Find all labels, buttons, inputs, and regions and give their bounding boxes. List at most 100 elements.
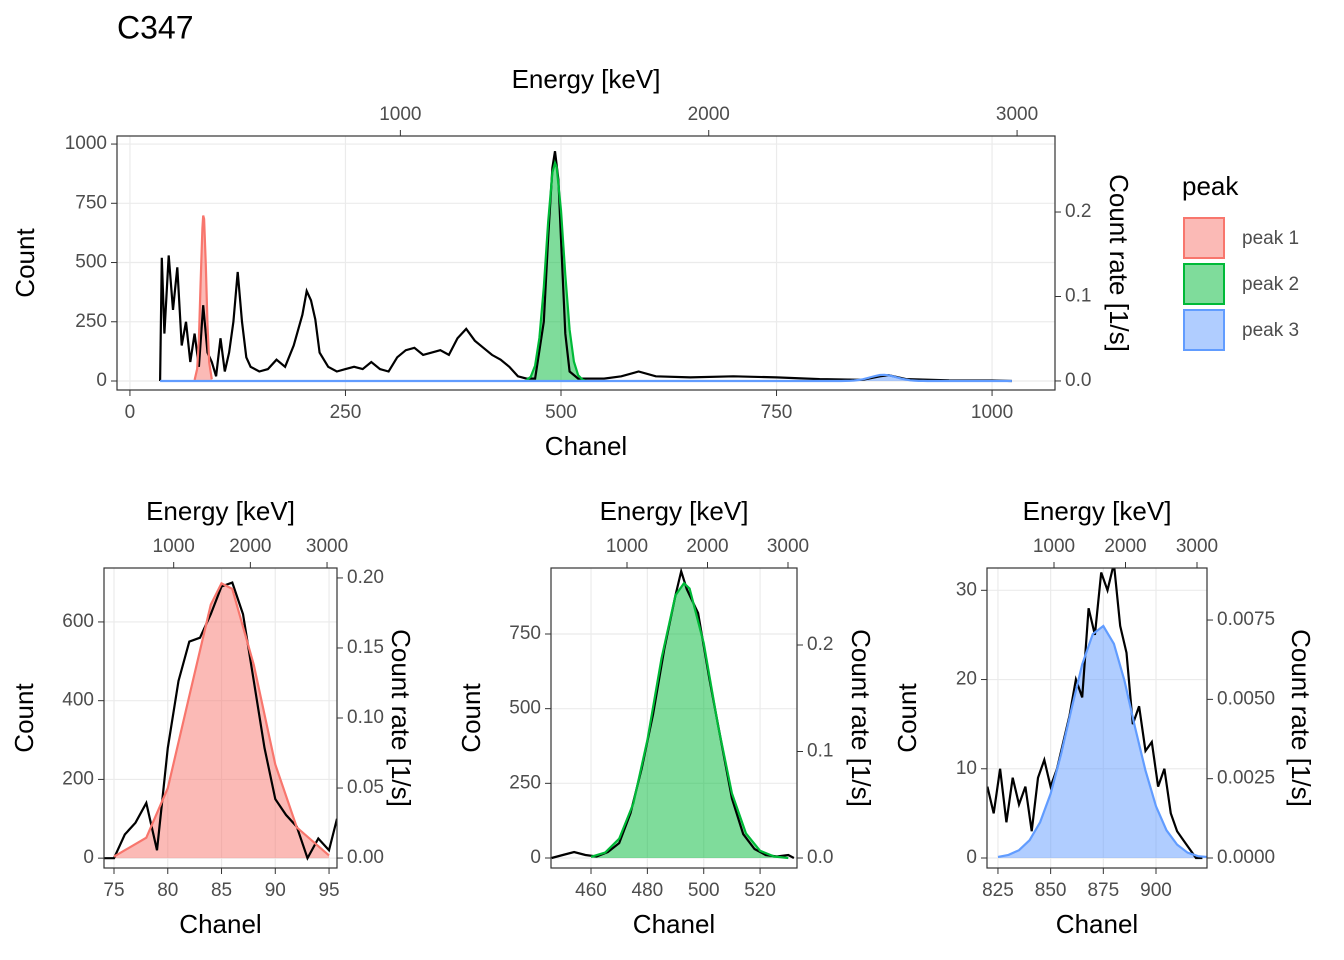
y2-tick-label: 0.0025 xyxy=(1217,768,1275,789)
y2-tick-label: 0.1 xyxy=(1065,286,1091,307)
y2-tick-label: 0.0075 xyxy=(1217,609,1275,630)
y2-tick-label: 0.0 xyxy=(1065,370,1091,391)
x2-axis-label: Energy [keV] xyxy=(512,64,661,94)
spectrum-line xyxy=(104,581,337,861)
x2-tick-label: 2000 xyxy=(1104,536,1146,557)
x-tick-label: 750 xyxy=(761,402,793,423)
panel-border xyxy=(986,567,1208,869)
fit-line xyxy=(525,159,588,383)
x2-tick-label: 1000 xyxy=(1033,536,1075,557)
y2-axis-label: Count rate [1/s] xyxy=(1286,629,1316,807)
x-tick-label: 80 xyxy=(157,880,178,901)
panel-border xyxy=(550,567,798,869)
y-axis-label: Count xyxy=(10,228,40,298)
y2-tick-label: 0.10 xyxy=(347,707,384,728)
legend-swatch xyxy=(1183,263,1225,305)
x-axis-label: Chanel xyxy=(545,431,627,461)
y2-tick-label: 0.2 xyxy=(1065,201,1091,222)
x-tick-label: 480 xyxy=(632,880,664,901)
x2-tick-label: 2000 xyxy=(686,536,728,557)
x-tick-label: 250 xyxy=(330,402,362,423)
fit-line xyxy=(997,624,1207,859)
data-layer xyxy=(987,568,1207,860)
x-tick-label: 460 xyxy=(575,880,607,901)
legend-swatch xyxy=(1183,217,1225,259)
y2-tick-label: 0.0000 xyxy=(1217,847,1275,868)
y-tick-label: 10 xyxy=(956,758,977,779)
y2-tick-label: 0.0050 xyxy=(1217,688,1275,709)
chart-title: C347 xyxy=(117,9,194,45)
y-tick-label: 750 xyxy=(75,192,107,213)
legend-title: peak xyxy=(1182,171,1239,201)
spectrum-line xyxy=(159,151,1012,383)
data-layer xyxy=(159,151,1012,383)
y-tick-label: 0 xyxy=(96,370,107,391)
x-tick-label: 0 xyxy=(125,402,136,423)
fit-line xyxy=(590,581,789,860)
x2-tick-label: 3000 xyxy=(996,104,1038,125)
x-tick-label: 520 xyxy=(744,880,776,901)
x-tick-label: 900 xyxy=(1140,880,1172,901)
y-tick-label: 500 xyxy=(509,698,541,719)
y2-tick-label: 0.00 xyxy=(347,847,384,868)
data-layer xyxy=(551,568,795,860)
x-tick-label: 500 xyxy=(688,880,720,901)
x2-axis-label: Energy [keV] xyxy=(146,496,295,526)
y2-tick-label: 0.2 xyxy=(807,634,833,655)
x2-tick-label: 3000 xyxy=(1176,536,1218,557)
data-layer xyxy=(104,581,337,861)
x2-tick-label: 2000 xyxy=(688,104,730,125)
x2-tick-label: 1000 xyxy=(379,104,421,125)
x-tick-label: 875 xyxy=(1087,880,1119,901)
y-tick-label: 0 xyxy=(83,847,94,868)
y-axis-label: Count xyxy=(456,683,486,753)
y-tick-label: 400 xyxy=(62,690,94,711)
fit-line xyxy=(113,581,330,858)
y-tick-label: 250 xyxy=(509,772,541,793)
y-tick-label: 200 xyxy=(62,768,94,789)
y2-axis-label: Count rate [1/s] xyxy=(846,629,876,807)
y2-tick-label: 0.0 xyxy=(807,847,833,868)
peak-area xyxy=(591,583,789,858)
y-axis-label: Count xyxy=(892,683,922,753)
x-tick-label: 85 xyxy=(211,880,232,901)
y-tick-label: 600 xyxy=(62,611,94,632)
x2-tick-label: 2000 xyxy=(229,536,271,557)
legend-label: peak 1 xyxy=(1242,228,1299,249)
y-tick-label: 0 xyxy=(966,847,977,868)
x-tick-label: 90 xyxy=(265,880,286,901)
spectrum-line xyxy=(987,568,1203,860)
y-tick-label: 750 xyxy=(509,623,541,644)
x-tick-label: 95 xyxy=(318,880,339,901)
peak-area xyxy=(998,626,1207,859)
y2-tick-label: 0.20 xyxy=(347,567,384,588)
y-axis-label: Count xyxy=(9,683,39,753)
legend-label: peak 2 xyxy=(1242,274,1299,295)
x-tick-label: 850 xyxy=(1035,880,1067,901)
y-tick-label: 250 xyxy=(75,311,107,332)
y-tick-label: 1000 xyxy=(65,133,107,154)
x-axis-label: Chanel xyxy=(1056,909,1138,939)
fit-line xyxy=(160,373,1012,383)
x-tick-label: 500 xyxy=(545,402,577,423)
y2-tick-label: 0.15 xyxy=(347,637,384,658)
x-axis-label: Chanel xyxy=(633,909,715,939)
x2-axis-label: Energy [keV] xyxy=(1023,496,1172,526)
x2-axis-label: Energy [keV] xyxy=(600,496,749,526)
panel-border xyxy=(116,135,1056,391)
peak-area xyxy=(526,163,587,381)
y2-axis-label: Count rate [1/s] xyxy=(1104,174,1134,352)
fit-line xyxy=(193,215,213,381)
y2-tick-label: 0.05 xyxy=(347,777,384,798)
x2-tick-label: 3000 xyxy=(767,536,809,557)
y-tick-label: 500 xyxy=(75,252,107,273)
panel-border xyxy=(103,567,338,869)
y-tick-label: 0 xyxy=(530,847,541,868)
x-tick-label: 75 xyxy=(103,880,124,901)
x-tick-label: 1000 xyxy=(971,402,1013,423)
legend-label: peak 3 xyxy=(1242,320,1299,341)
x-tick-label: 825 xyxy=(982,880,1014,901)
x2-tick-label: 3000 xyxy=(306,536,348,557)
y2-axis-label: Count rate [1/s] xyxy=(386,629,416,807)
